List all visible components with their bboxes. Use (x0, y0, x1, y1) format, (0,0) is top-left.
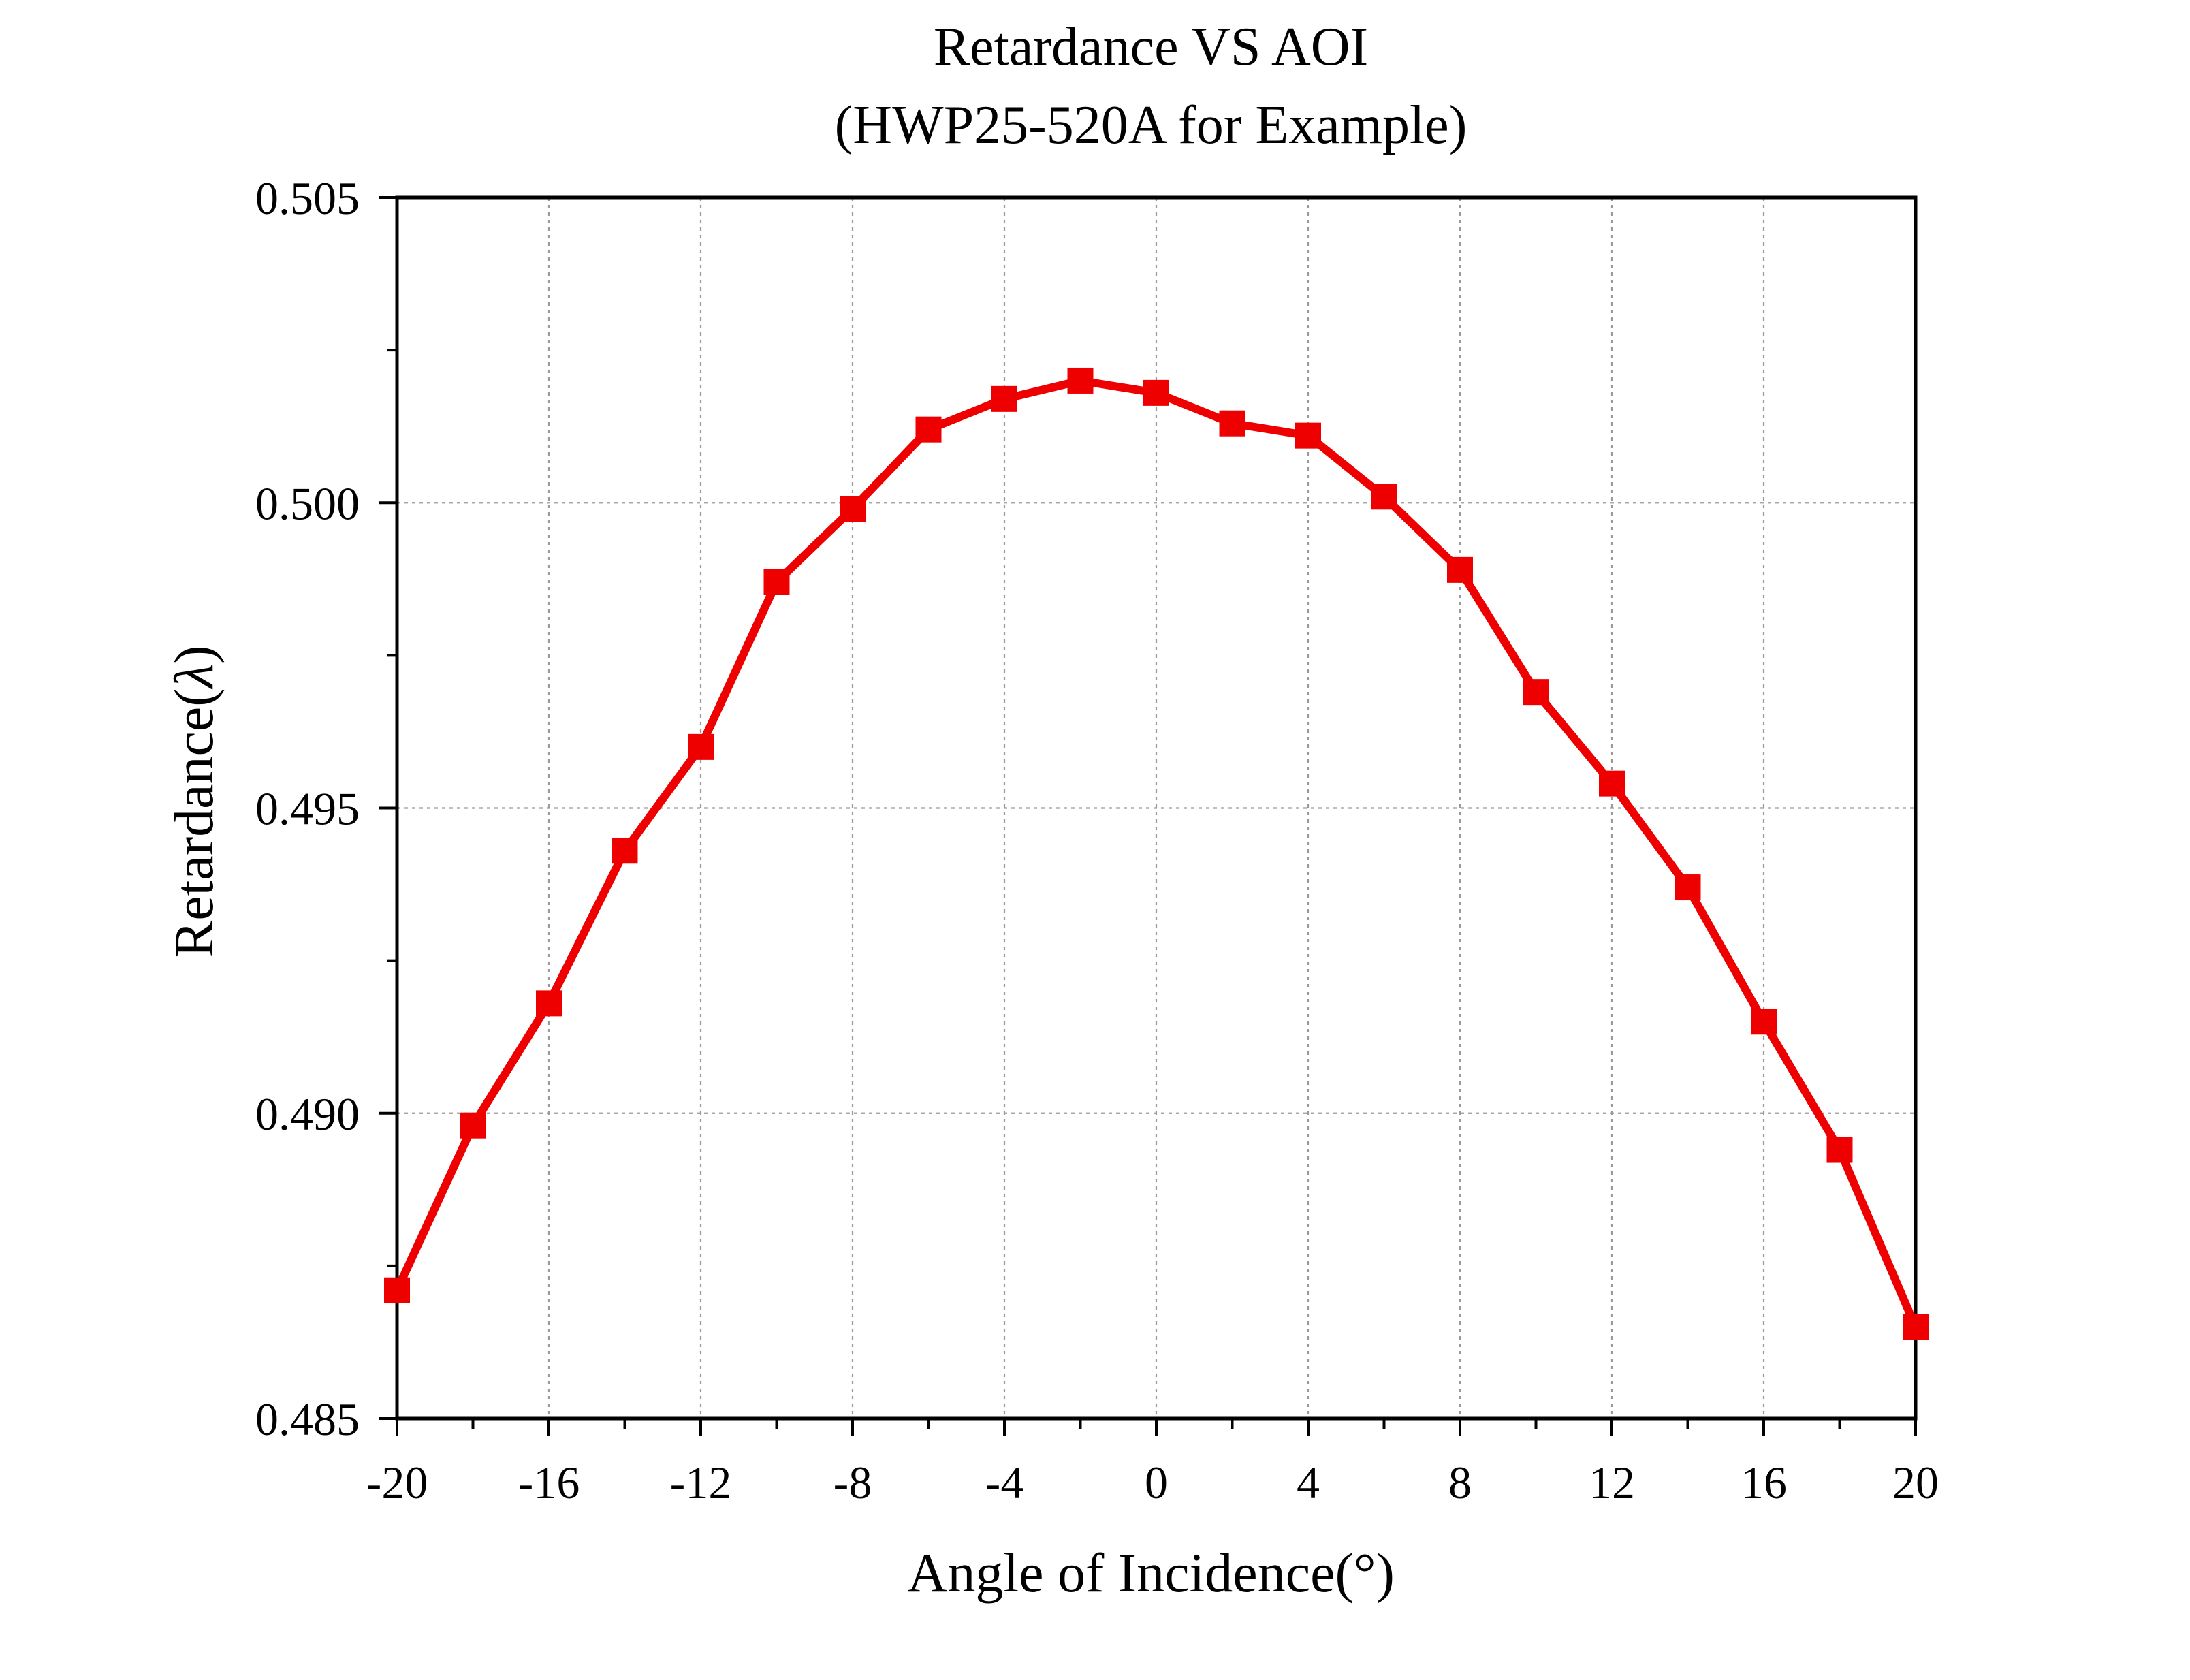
x-tick-label: -20 (366, 1457, 428, 1508)
y-axis-label-prefix: Retardance( (163, 688, 225, 957)
x-axis-label: Angle of Incidence(°) (907, 1542, 1395, 1604)
y-axis-label-suffix: ) (163, 646, 225, 664)
data-point-marker (1599, 770, 1625, 797)
data-point-marker (915, 416, 942, 443)
data-point-marker (460, 1112, 486, 1139)
data-point-marker (536, 990, 562, 1017)
data-point-marker (1143, 379, 1169, 406)
data-point-marker (1371, 484, 1397, 510)
x-tick-label: -16 (518, 1457, 580, 1508)
data-point-marker (840, 496, 866, 522)
y-tick-label: 0.500 (255, 477, 360, 529)
data-point-marker (1219, 410, 1245, 437)
data-point-marker (1447, 556, 1473, 583)
x-tick-label: -4 (985, 1457, 1024, 1508)
y-tick-label: 0.505 (255, 172, 360, 224)
data-point-marker (763, 569, 790, 595)
data-point-marker (1903, 1314, 1929, 1340)
chart-subtitle: (HWP25-520A for Example) (835, 95, 1467, 155)
x-tick-label: -8 (834, 1457, 872, 1508)
y-tick-label: 0.485 (255, 1393, 360, 1445)
data-point-marker (688, 733, 714, 760)
chart-title: Retardance VS AOI (934, 17, 1368, 77)
x-tick-label: 4 (1297, 1457, 1320, 1508)
x-tick-label: 16 (1741, 1457, 1787, 1508)
y-tick-label: 0.490 (255, 1088, 360, 1140)
x-tick-label: 12 (1589, 1457, 1635, 1508)
x-tick-label: 8 (1448, 1457, 1472, 1508)
data-point-marker (1295, 422, 1321, 449)
lambda-symbol: λ (163, 664, 225, 690)
data-point-marker (612, 838, 638, 864)
x-tick-label: 0 (1145, 1457, 1168, 1508)
data-point-marker (1067, 367, 1094, 394)
tick-labels: -20 -16 -12 -8 -4 0 4 8 12 16 20 0.485 0.490 0.495 0.5… (255, 172, 1939, 1508)
y-axis-label: Retardance(λ) (163, 646, 225, 958)
data-point-marker (991, 385, 1017, 412)
data-point-marker (1675, 874, 1701, 901)
x-tick-label: -12 (670, 1457, 732, 1508)
data-point-marker (1826, 1137, 1853, 1163)
data-point-marker (384, 1277, 410, 1303)
x-tick-label: 20 (1892, 1457, 1939, 1508)
axes (379, 195, 1918, 1436)
data-series (384, 367, 1929, 1340)
y-tick-label: 0.495 (255, 783, 360, 835)
data-point-marker (1523, 679, 1549, 706)
data-point-marker (1751, 1009, 1777, 1035)
